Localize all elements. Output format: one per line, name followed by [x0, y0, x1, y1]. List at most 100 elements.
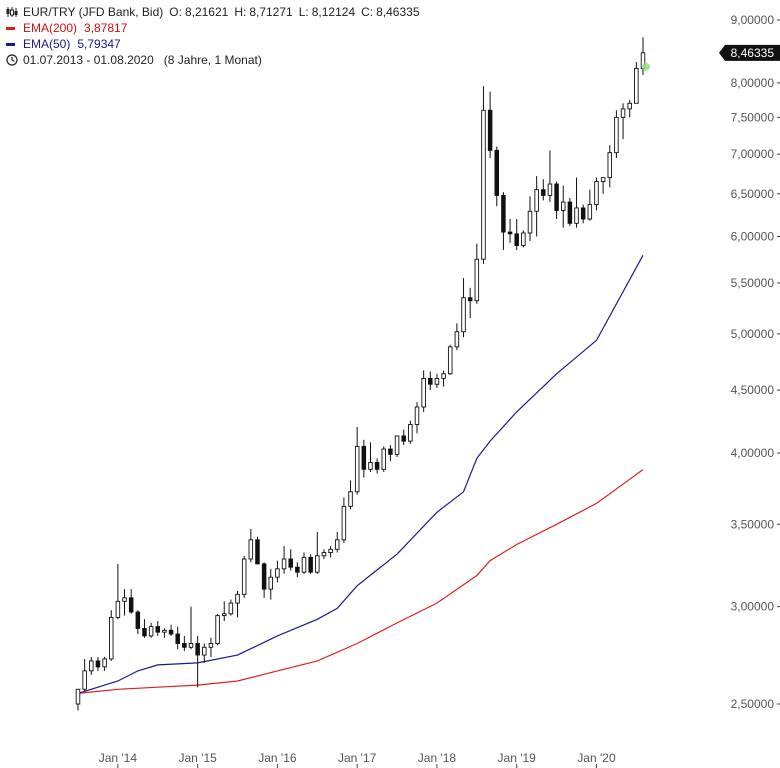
candle [408, 420, 413, 444]
close-label: C: [361, 5, 374, 19]
candle [620, 103, 626, 140]
candle [567, 197, 573, 226]
candle-body [567, 201, 573, 224]
candle-body [627, 102, 632, 110]
candle-body [408, 423, 413, 442]
high-label: H: [234, 5, 247, 19]
candle [461, 278, 466, 338]
candle-body [135, 611, 141, 629]
clock-icon [6, 54, 18, 66]
candle-body [195, 643, 200, 656]
y-tick-label: 4,50000 [731, 383, 775, 397]
candle-body [162, 629, 167, 633]
candle [514, 219, 519, 251]
candle-body [248, 539, 254, 560]
ema50-swatch [6, 42, 15, 46]
candle [188, 606, 194, 650]
candle-body [461, 297, 466, 333]
candle-body [454, 331, 460, 348]
candle [354, 426, 360, 495]
candle-body [554, 183, 559, 211]
x-tick-label: Jan '16 [258, 751, 297, 765]
candle [634, 61, 639, 104]
x-tick-label: Jan '17 [338, 751, 377, 765]
candle-body [275, 568, 280, 578]
date-range-note: (8 Jahre, 1 Monat) [163, 53, 262, 67]
last-point-highlight [642, 62, 650, 71]
candle [102, 657, 107, 671]
candle-body [228, 602, 234, 615]
candle-body [334, 539, 340, 550]
candle [368, 442, 373, 473]
candle-body [514, 233, 519, 246]
candle [228, 599, 234, 616]
candle [467, 287, 473, 319]
candle [275, 560, 280, 583]
candlestick-icon [6, 7, 18, 17]
candle [328, 546, 333, 558]
candle [394, 435, 400, 458]
ema200-series [77, 469, 644, 694]
ema50-series [77, 255, 644, 694]
candle-body [102, 658, 107, 668]
candle [607, 145, 613, 188]
x-tick-label: Jan '19 [498, 751, 537, 765]
candle-body [301, 556, 307, 573]
candle-body [354, 445, 360, 493]
candle [560, 185, 566, 228]
low-value: 8,12124 [311, 5, 356, 19]
candle [487, 91, 493, 159]
candle [295, 562, 300, 578]
candle-body [467, 297, 473, 302]
candle [421, 370, 426, 412]
candle [128, 589, 134, 614]
candle-body [208, 643, 214, 648]
candle-body [620, 108, 626, 118]
candle-body [474, 258, 480, 302]
candle [441, 370, 446, 387]
candle [414, 402, 420, 434]
candle-body [560, 201, 566, 211]
candle [627, 99, 632, 118]
candle-body [321, 552, 327, 557]
y-tick-label: 2,50000 [731, 697, 775, 711]
candle-body [268, 576, 274, 590]
ema50-label: EMA(50) [23, 37, 71, 51]
candle-body [281, 558, 287, 570]
candle-body [128, 597, 134, 613]
y-tick-label: 3,00000 [731, 600, 775, 614]
candle [474, 243, 480, 304]
series-line [77, 255, 644, 694]
candle-body [547, 183, 553, 196]
candle [89, 657, 94, 675]
candle-body [255, 539, 260, 565]
candle-body [168, 629, 174, 635]
candle-body [308, 556, 313, 573]
y-tick-label: 3,50000 [731, 517, 775, 531]
candle-body [148, 626, 154, 637]
candle-body [394, 435, 400, 455]
candle [288, 549, 293, 571]
candle [202, 643, 207, 663]
candle-body [600, 177, 606, 183]
candle-body [182, 643, 187, 648]
candle-body [241, 558, 247, 595]
candle [142, 619, 147, 638]
candle-body [361, 445, 367, 470]
candle [248, 528, 254, 563]
candle-body [175, 633, 180, 644]
high-value: 8,71271 [249, 5, 293, 19]
candle [401, 429, 406, 446]
candle-body [441, 373, 446, 379]
candle-body [315, 555, 320, 573]
candle [501, 192, 506, 251]
candle [182, 635, 187, 652]
candle [428, 371, 433, 391]
candle-body [534, 189, 539, 212]
y-tick-label: 7,50000 [731, 110, 775, 124]
candle-body [95, 660, 101, 668]
last-price-label: 8,46335 [731, 46, 775, 60]
last-price-tag [719, 44, 780, 61]
legend-ema50-row: EMA(50) 5,79347 [6, 36, 420, 52]
